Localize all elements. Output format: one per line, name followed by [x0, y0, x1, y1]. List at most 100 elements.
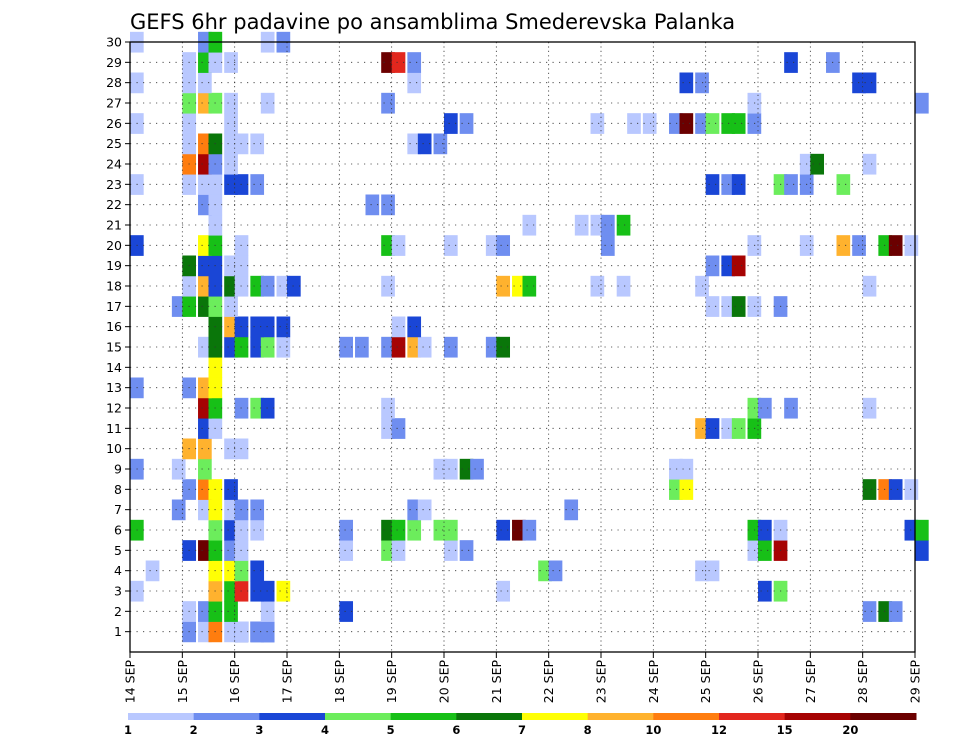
- precip-cell: [198, 296, 212, 317]
- precip-cell: [250, 174, 265, 195]
- precip-cell: [198, 133, 212, 155]
- precip-cell: [522, 214, 537, 236]
- precip-cell: [705, 174, 720, 195]
- precip-cell: [915, 519, 929, 541]
- y-tick-label: 23: [106, 177, 122, 192]
- precip-cell: [276, 316, 291, 338]
- precip-cell: [381, 275, 395, 297]
- precip-cell: [198, 438, 212, 460]
- precip-cell: [915, 92, 929, 114]
- x-tick-label: 28 SEP: [855, 660, 870, 704]
- precip-cell: [250, 316, 265, 338]
- precip-cell: [145, 560, 160, 582]
- precip-cell: [391, 235, 406, 256]
- precip-cell: [381, 52, 395, 73]
- precip-cell: [198, 479, 212, 500]
- colorbar-label: 4: [321, 723, 329, 737]
- precip-cell: [224, 92, 238, 114]
- x-tick-label: 29 SEP: [908, 660, 923, 704]
- y-tick-label: 21: [106, 218, 122, 233]
- precip-cell: [198, 458, 212, 480]
- precip-cell: [250, 580, 265, 602]
- precip-cell: [224, 316, 238, 338]
- y-tick-label: 4: [114, 563, 122, 578]
- y-tick-label: 10: [106, 441, 122, 456]
- precip-cell: [224, 153, 238, 175]
- colorbar-swatch: [850, 713, 917, 720]
- x-tick-label: 19 SEP: [384, 660, 399, 704]
- precip-cell: [198, 601, 212, 622]
- precip-cell: [381, 397, 395, 419]
- precip-cell: [339, 336, 354, 358]
- precip-cell: [171, 458, 186, 480]
- precip-cell: [417, 499, 432, 521]
- y-tick-label: 12: [106, 401, 122, 416]
- x-tick-label: 22 SEP: [541, 660, 556, 704]
- precip-cell: [444, 519, 458, 541]
- precip-cell: [198, 397, 212, 419]
- precip-cell: [250, 560, 265, 582]
- precip-cell: [444, 336, 458, 358]
- precip-cell: [459, 458, 474, 480]
- x-tick-label: 16 SEP: [227, 660, 242, 704]
- y-tick-label: 17: [106, 299, 122, 314]
- precip-cell: [590, 214, 605, 236]
- y-tick-label: 30: [106, 35, 122, 50]
- colorbar-label: 20: [842, 723, 858, 737]
- y-tick-label: 13: [106, 380, 122, 395]
- precip-cell: [407, 52, 422, 73]
- y-tick-label: 15: [106, 340, 122, 355]
- precip-cell: [616, 214, 631, 236]
- precip-cell: [224, 296, 238, 317]
- x-tick-label: 27 SEP: [803, 660, 818, 704]
- precip-cell: [496, 275, 511, 297]
- precip-cell: [391, 540, 406, 561]
- precip-cell: [417, 336, 432, 358]
- precip-cell: [444, 540, 458, 561]
- precip-cell: [784, 52, 798, 73]
- precip-cell: [391, 336, 406, 358]
- x-tick-label: 23 SEP: [594, 660, 609, 704]
- precip-cell: [224, 438, 238, 460]
- precip-cell: [496, 235, 511, 256]
- y-axis-ticks: 1234567891011121314151617181920212223242…: [106, 35, 130, 639]
- precip-cell: [339, 519, 354, 541]
- colorbar-label: 7: [518, 723, 526, 737]
- precip-cell: [496, 336, 511, 358]
- precip-cell: [198, 377, 212, 399]
- precip-cell: [339, 540, 354, 561]
- precip-cell: [862, 601, 877, 622]
- y-tick-label: 14: [106, 360, 122, 375]
- colorbar-swatch: [456, 713, 523, 720]
- y-tick-label: 27: [106, 96, 122, 111]
- precip-cell: [522, 275, 537, 297]
- precip-cell: [758, 540, 772, 561]
- precip-cell: [915, 540, 929, 561]
- y-tick-label: 7: [114, 502, 122, 517]
- x-tick-label: 20 SEP: [437, 660, 452, 704]
- precip-cell: [198, 153, 212, 175]
- x-axis-ticks: 14 SEP 15 SEP 16 SEP 17 SEP 18 SEP 19 SEP 20 S…: [123, 652, 923, 703]
- precip-cell: [224, 275, 238, 297]
- precip-cell: [276, 580, 291, 602]
- precip-cell: [224, 601, 238, 622]
- precip-cell: [705, 418, 720, 439]
- precip-cell: [224, 479, 238, 500]
- precip-cell: [627, 113, 641, 134]
- precip-cell: [888, 235, 903, 256]
- precip-cell: [784, 397, 798, 419]
- precip-cell: [381, 194, 395, 216]
- y-tick-label: 18: [106, 279, 122, 294]
- precip-cell: [250, 133, 265, 155]
- precip-cell: [355, 336, 369, 358]
- colorbar-label: 12: [711, 723, 727, 737]
- precip-cell: [198, 621, 212, 643]
- y-tick-label: 28: [106, 75, 122, 90]
- colorbar-label: 2: [190, 723, 198, 737]
- precip-cell: [444, 235, 458, 256]
- colorbar-label: 1: [124, 723, 132, 737]
- y-tick-label: 6: [114, 523, 122, 538]
- x-tick-label: 18 SEP: [332, 660, 347, 704]
- x-tick-label: 21 SEP: [489, 660, 504, 704]
- precip-cell: [391, 418, 406, 439]
